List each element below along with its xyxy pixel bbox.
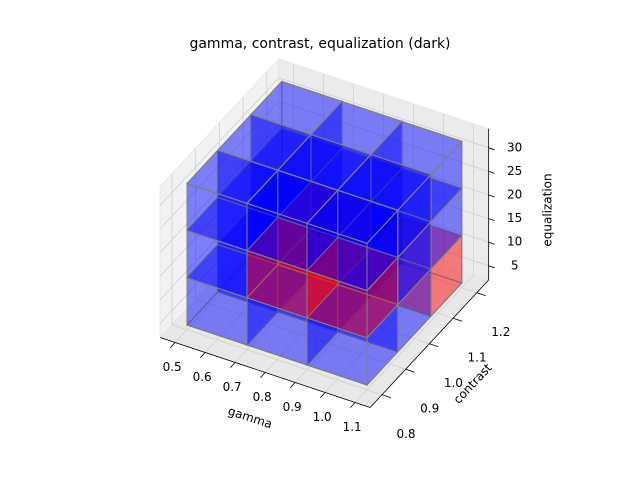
grid-line <box>159 195 279 324</box>
y-tick-label: 1.2 <box>491 325 510 339</box>
y-tick <box>381 394 392 399</box>
grid-line <box>219 273 430 345</box>
grid-line <box>159 148 279 277</box>
y-tick-label: 0.8 <box>396 427 415 441</box>
x-tick-label: 0.5 <box>163 360 182 374</box>
grid-line <box>278 195 489 267</box>
z-tick-label: 30 <box>507 140 522 154</box>
z-tick-label: 10 <box>507 235 522 249</box>
grid-line <box>278 171 489 243</box>
x-axis-label: gamma <box>226 404 274 431</box>
y-tick-label: 1.1 <box>468 351 487 365</box>
z-tick-label: 15 <box>507 211 522 225</box>
x-tick-label: 0.9 <box>283 400 302 414</box>
y-tick <box>429 343 439 348</box>
x-tick <box>290 382 296 388</box>
z-tick <box>488 241 495 245</box>
x-tick-label: 1.0 <box>313 410 332 424</box>
grid-line <box>278 148 489 219</box>
grid-line <box>278 101 489 172</box>
z-tick <box>488 147 495 151</box>
z-tick <box>488 171 495 174</box>
z-tick-label: 25 <box>507 164 522 178</box>
grid-line <box>171 324 383 396</box>
x-tick-label: 0.8 <box>253 390 272 404</box>
z-tick-label: 20 <box>507 188 522 202</box>
grid-line <box>278 124 489 196</box>
grid-line <box>266 222 477 294</box>
grid-line <box>159 77 279 206</box>
axis-line <box>369 279 489 408</box>
voxel-face <box>366 208 399 292</box>
y-tick <box>405 368 415 373</box>
z-axis-label: equalization <box>541 173 555 246</box>
x-tick <box>260 372 266 378</box>
x-tick <box>230 362 236 368</box>
y-tick <box>476 292 486 297</box>
y-tick <box>452 317 463 322</box>
z-tick-label: 5 <box>511 258 519 272</box>
z-tick <box>488 265 495 269</box>
x-tick <box>350 402 356 408</box>
grid-line <box>159 171 279 300</box>
y-tick-label: 1.0 <box>444 376 463 390</box>
grid-line <box>159 101 279 230</box>
x-tick <box>170 342 176 348</box>
x-tick <box>200 352 206 358</box>
x-tick-label: 0.6 <box>193 370 212 384</box>
z-tick <box>488 218 495 221</box>
chart-title: gamma, contrast, equalization (dark) <box>189 36 450 52</box>
grid-line <box>278 77 489 149</box>
x-tick-label: 1.1 <box>343 420 362 434</box>
axis-line <box>160 337 371 408</box>
grid-line <box>195 298 406 370</box>
y-tick-label: 0.9 <box>420 402 439 416</box>
grid-line <box>159 124 279 253</box>
z-tick <box>488 194 495 198</box>
x-tick-label: 0.7 <box>223 380 242 394</box>
x-tick <box>320 392 326 398</box>
